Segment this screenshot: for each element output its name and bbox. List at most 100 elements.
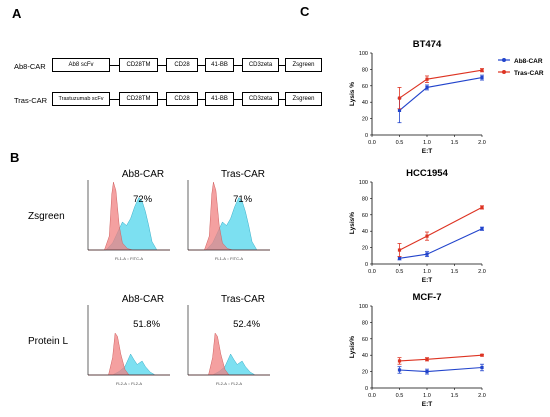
y-axis-label: Lysis% xyxy=(349,336,356,358)
y-tick-label: 20 xyxy=(362,370,368,376)
y-tick-label: 100 xyxy=(359,304,368,310)
data-point xyxy=(425,252,429,256)
construct-part: CD3zeta xyxy=(242,58,279,72)
car-histogram xyxy=(88,197,170,251)
y-axis-label: Lysis % xyxy=(349,82,356,106)
series-line xyxy=(399,366,483,373)
x-tick-label: 1.5 xyxy=(451,269,459,275)
flow-cytometry-panel: Ab8-CAR Ab8-CAR Tras-CAR Tras-CAR Zsgreen 72%… xyxy=(28,169,270,386)
x-tick-label: 1.5 xyxy=(451,393,459,399)
construct-part: Trastuzumab scFv xyxy=(52,92,110,106)
legend-label: Tras-CAR xyxy=(514,70,544,77)
flow-col-title: Tras-CAR xyxy=(221,169,265,180)
y-tick-label: 40 xyxy=(362,353,368,359)
y-tick-label: 20 xyxy=(362,117,368,123)
flow-percent: 71% xyxy=(233,194,253,205)
y-axis-label: Lysis% xyxy=(349,212,356,234)
series-line xyxy=(399,206,483,251)
construct-part: CD28TM xyxy=(119,92,158,106)
data-point xyxy=(397,256,402,260)
data-point xyxy=(480,353,484,357)
construct-part: CD28 xyxy=(166,92,198,106)
panel-b-label: B xyxy=(10,150,20,165)
x-tick-label: 0.5 xyxy=(396,140,404,146)
y-tick-label: 0 xyxy=(365,133,368,139)
x-tick-label: 0.0 xyxy=(368,393,376,399)
series-line xyxy=(399,77,483,111)
x-axis-label: E:T xyxy=(422,148,433,155)
construct-diagram: Ab8-CAR Ab8 scFv CD28TM CD28 41-BB CD3ze… xyxy=(0,0,322,140)
flow-x-axis-label: FL1-A :: FITC-A xyxy=(215,256,243,261)
construct-part: Ab8 scFv xyxy=(52,58,110,72)
y-tick-label: 40 xyxy=(362,100,368,106)
flow-row-label: Zsgreen xyxy=(28,211,65,222)
legend-marker xyxy=(502,58,506,62)
x-tick-label: 1.0 xyxy=(423,269,431,275)
x-tick-label: 2.0 xyxy=(478,393,486,399)
data-point xyxy=(397,368,402,372)
data-point xyxy=(397,248,402,252)
y-tick-label: 60 xyxy=(362,84,368,90)
panel-c-label: C xyxy=(300,4,310,19)
chart-title: MCF-7 xyxy=(412,292,441,303)
panel-a-label: A xyxy=(12,6,22,21)
y-tick-label: 100 xyxy=(359,180,368,186)
data-point xyxy=(425,234,429,238)
data-point xyxy=(480,205,484,210)
construct-part: Zsgreen xyxy=(285,92,322,106)
flow-percent: 52.4% xyxy=(233,319,260,330)
data-point xyxy=(425,370,429,374)
data-point xyxy=(480,76,484,80)
series-line xyxy=(399,354,483,362)
construct-name-tras: Tras-CAR xyxy=(14,96,48,105)
x-tick-label: 0.0 xyxy=(368,140,376,146)
construct-part: CD28TM xyxy=(119,58,158,72)
chart-title: BT474 xyxy=(413,39,442,50)
construct-part: 41-BB xyxy=(205,92,234,106)
flow-col-title: Tras-CAR xyxy=(221,294,265,305)
y-tick-label: 60 xyxy=(362,213,368,219)
construct-part: 41-BB xyxy=(205,58,234,72)
flow-percent: 72% xyxy=(133,194,153,205)
data-point xyxy=(425,85,429,90)
construct-part: CD28 xyxy=(166,58,198,72)
data-point xyxy=(480,365,484,370)
x-tick-label: 0.5 xyxy=(396,393,404,399)
data-point xyxy=(480,68,484,72)
series-line xyxy=(399,69,483,99)
legend-marker xyxy=(502,70,506,74)
y-tick-label: 80 xyxy=(362,67,368,73)
y-tick-label: 40 xyxy=(362,229,368,235)
car-histogram xyxy=(88,353,170,376)
data-point xyxy=(480,227,484,231)
x-tick-label: 0.0 xyxy=(368,269,376,275)
data-point xyxy=(425,357,429,361)
y-tick-label: 20 xyxy=(362,246,368,252)
x-tick-label: 2.0 xyxy=(478,140,486,146)
x-tick-label: 1.0 xyxy=(423,140,431,146)
y-tick-label: 60 xyxy=(362,337,368,343)
car-histogram xyxy=(188,197,270,251)
flow-col-title: Ab8-CAR xyxy=(122,294,164,305)
lysis-charts-panel: Ab8-CAR Tras-CAR BT474 0 20 40 60 80 100 0.0 0.5 1.… xyxy=(349,39,544,408)
legend-label: Ab8-CAR xyxy=(514,58,543,65)
construct-name-ab8: Ab8-CAR xyxy=(14,62,46,71)
chart-title: HCC1954 xyxy=(406,168,448,179)
y-tick-label: 100 xyxy=(359,51,368,57)
data-point xyxy=(425,77,429,81)
flow-x-axis-label: FL2-A :: FL2-A xyxy=(116,381,142,386)
x-tick-label: 0.5 xyxy=(396,269,404,275)
x-axis-label: E:T xyxy=(422,277,433,284)
y-tick-label: 0 xyxy=(365,262,368,268)
x-tick-label: 1.5 xyxy=(451,140,459,146)
flow-row-label: Protein L xyxy=(28,336,68,347)
y-tick-label: 80 xyxy=(362,196,368,202)
flow-x-axis-label: FL1-A :: FITC-A xyxy=(115,256,143,261)
flow-col-title: Ab8-CAR xyxy=(122,169,164,180)
flow-x-axis-label: FL2-A :: FL2-A xyxy=(216,381,242,386)
x-tick-label: 2.0 xyxy=(478,269,486,275)
construct-part: Zsgreen xyxy=(285,58,322,72)
data-point xyxy=(397,359,402,363)
y-tick-label: 80 xyxy=(362,320,368,326)
car-histogram xyxy=(188,353,270,376)
